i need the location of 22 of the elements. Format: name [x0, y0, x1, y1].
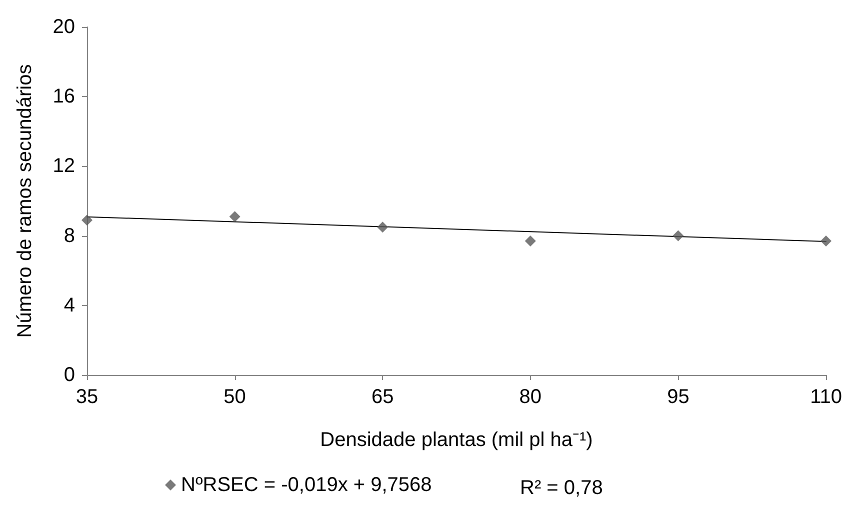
point — [524, 236, 536, 247]
y-tick-label: 4 — [64, 294, 75, 316]
point — [820, 236, 832, 247]
x-axis-title: Densidade plantas (mil pl ha⁻¹) — [320, 429, 593, 451]
text: R² = 0,78 — [520, 477, 603, 499]
x-tick-label: 65 — [371, 386, 394, 408]
x-tick-label: 35 — [76, 386, 98, 408]
point — [82, 214, 92, 226]
x-tick-label: 50 — [224, 386, 246, 408]
point — [377, 222, 388, 233]
y-axis-title: Número de ramos secundários — [14, 64, 36, 338]
x-tick-label: 80 — [519, 386, 542, 408]
y-tick-label: 20 — [52, 16, 75, 38]
legend-label: NºRSEC = -0,019x + 9,7568 — [181, 474, 432, 496]
y-tick-label: 12 — [52, 155, 75, 178]
x-tick-label: 110 — [810, 386, 842, 408]
y-tick-label: 0 — [64, 364, 75, 386]
point — [229, 211, 240, 222]
x-tick-label: 95 — [667, 386, 690, 408]
y-tick-label: 8 — [64, 224, 75, 247]
point — [672, 230, 684, 242]
y-tick-label: 16 — [52, 86, 75, 108]
